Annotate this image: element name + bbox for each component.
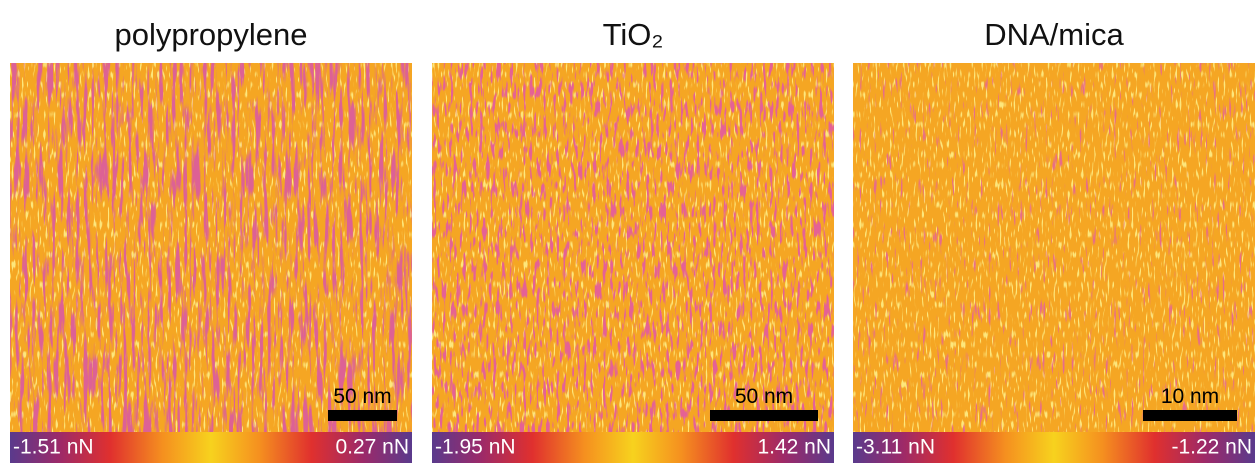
panel-title: polypropylene — [114, 17, 307, 52]
scale-bar — [710, 410, 818, 421]
colorbar-min: -1.95 nN — [435, 436, 516, 459]
scale-bar-label: 50 nm — [333, 385, 391, 408]
panel-title: DNA/mica — [984, 17, 1124, 52]
colorbar — [432, 432, 834, 463]
panel-title: TiO₂ — [603, 17, 664, 52]
afm-image-features — [432, 63, 834, 432]
scale-bar-label: 10 nm — [1161, 385, 1219, 408]
colorbar — [853, 432, 1255, 463]
colorbar — [10, 432, 412, 463]
colorbar-max: 1.42 nN — [757, 436, 831, 459]
colorbar-min: -1.51 nN — [13, 436, 94, 459]
scale-bar-label: 50 nm — [735, 385, 793, 408]
scale-bar — [1143, 410, 1237, 421]
colorbar-max: -1.22 nN — [1171, 436, 1252, 459]
colorbar-max: 0.27 nN — [335, 436, 409, 459]
afm-image-features — [10, 63, 412, 432]
afm-image-features — [853, 63, 1255, 432]
colorbar-min: -3.11 nN — [856, 436, 935, 459]
scale-bar — [328, 410, 397, 421]
